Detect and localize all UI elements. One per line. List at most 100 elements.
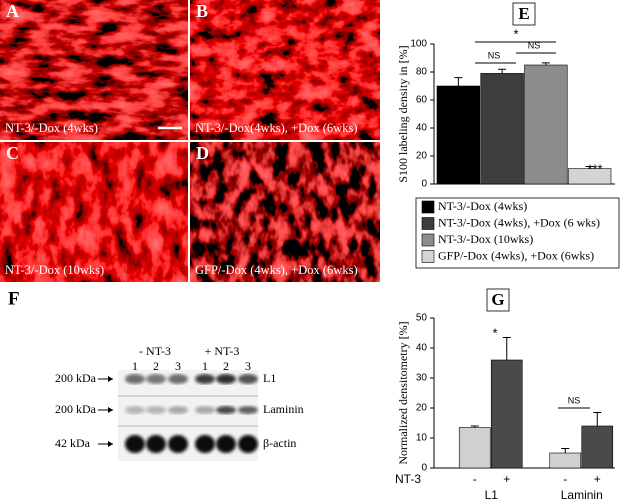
protein-label: L1 (263, 371, 276, 385)
error-bar (585, 166, 594, 169)
error-bar (593, 412, 602, 426)
size-arrowhead (108, 376, 113, 382)
y-tick-label: 50 (416, 313, 428, 324)
panel-letter: G (491, 290, 504, 309)
band (216, 435, 236, 453)
error-bar (502, 337, 511, 360)
annotation: NS (528, 40, 541, 50)
size-arrowhead (108, 441, 113, 447)
y-tick-label: 0 (421, 179, 427, 190)
legend-swatch (421, 217, 435, 230)
band (238, 406, 258, 414)
series-label: + (594, 472, 601, 486)
bar (549, 452, 582, 469)
legend-swatch (421, 250, 435, 263)
legend-label: GFP/-Dox (4wks), +Dox (6wks) (438, 248, 594, 262)
y-tick-label: 40 (416, 123, 428, 134)
size-label: 200 kDa (55, 371, 97, 385)
micrographs: A NT-3/-Dox (4wks) B NT-3/-Dox(4wks), +Dox … (0, 0, 380, 282)
size-label: 42 kDa (55, 436, 91, 450)
panel-caption: NT-3/-Dox (4wks) (5, 121, 98, 135)
band (238, 435, 258, 453)
size-arrowhead (108, 407, 113, 413)
lane-label: 2 (153, 359, 159, 373)
lane-label: 3 (175, 359, 181, 373)
group-label: + NT-3 (205, 344, 240, 358)
panel-letter: A (6, 1, 19, 21)
y-axis-label: S100 labeling density in [%] (396, 45, 410, 182)
y-tick-label: 80 (416, 67, 428, 78)
lane-label: 2 (223, 359, 229, 373)
legend-swatch (421, 200, 435, 214)
band (125, 374, 145, 384)
band (216, 406, 236, 414)
series-label: - (473, 472, 477, 486)
error-bar (498, 68, 507, 74)
legend-box (415, 197, 620, 269)
charts: E S100 labeling density in [%] 0 20 40 60 80 10… (395, 2, 620, 501)
lane-label: 1 (202, 359, 208, 373)
y-axis-label: Normalized densitometry [%] (396, 321, 410, 464)
y-tick-label: 40 (416, 343, 428, 354)
band (195, 374, 215, 384)
panel-caption: GFP/-Dox (4wks), +Dox (6wks) (195, 263, 358, 277)
panel-letter: B (196, 1, 208, 21)
panel-caption: NT-3/-Dox(4wks), +Dox (6wks) (195, 121, 357, 135)
protein-label: Laminin (263, 402, 304, 416)
lane-label: 3 (245, 359, 251, 373)
series-label: + (503, 472, 510, 486)
y-tick-label: 0 (421, 463, 427, 474)
y-tick-label: 10 (416, 433, 428, 444)
error-bar (541, 62, 550, 65)
y-tick-label: 30 (416, 373, 428, 384)
band (146, 435, 166, 453)
panel-letter-box (512, 2, 536, 26)
legend-swatch (421, 233, 435, 247)
panel-letter: F (8, 288, 20, 309)
band (238, 374, 258, 384)
series-label: - (563, 472, 567, 486)
bar (480, 73, 524, 185)
band (146, 406, 166, 414)
panel-letter-box (486, 288, 510, 312)
bar (436, 85, 481, 185)
annotation: *** (587, 161, 602, 176)
micrograph-texture (190, 142, 380, 282)
micrograph-texture (190, 0, 380, 140)
bar (581, 425, 614, 469)
error-bar (454, 77, 463, 86)
panel-letter: C (6, 143, 19, 163)
legend-label: NT-3/-Dox (10wks) (438, 232, 533, 246)
panel-letter: E (518, 4, 529, 23)
annotation: NS (568, 395, 581, 405)
band (125, 435, 145, 453)
legend-label: NT-3/-Dox (4wks) (438, 199, 527, 213)
error-bar (561, 448, 570, 453)
band (146, 374, 166, 384)
lane-label: 1 (132, 359, 138, 373)
protein-label: β-actin (263, 436, 296, 450)
band (125, 406, 145, 414)
bar (524, 64, 568, 185)
category-label: L1 (485, 488, 499, 501)
size-label: 200 kDa (55, 402, 97, 416)
band (216, 374, 236, 384)
micrograph-texture (0, 0, 188, 140)
y-tick-label: 20 (416, 151, 428, 162)
band (195, 435, 215, 453)
micrograph-texture (0, 142, 188, 282)
band (168, 374, 188, 384)
band (168, 406, 188, 414)
category-label: Laminin (561, 488, 603, 501)
annotation: NS (488, 50, 501, 60)
y-tick-label: 20 (416, 403, 428, 414)
band (195, 406, 215, 414)
legend-label: NT-3/-Dox (4wks), +Dox (6 wks) (438, 215, 600, 229)
annotation: * (513, 26, 518, 41)
error-bar (470, 425, 479, 428)
x-axis-label: NT-3 (395, 472, 421, 486)
group-label: - NT-3 (139, 344, 171, 358)
annotation: * (492, 325, 497, 340)
